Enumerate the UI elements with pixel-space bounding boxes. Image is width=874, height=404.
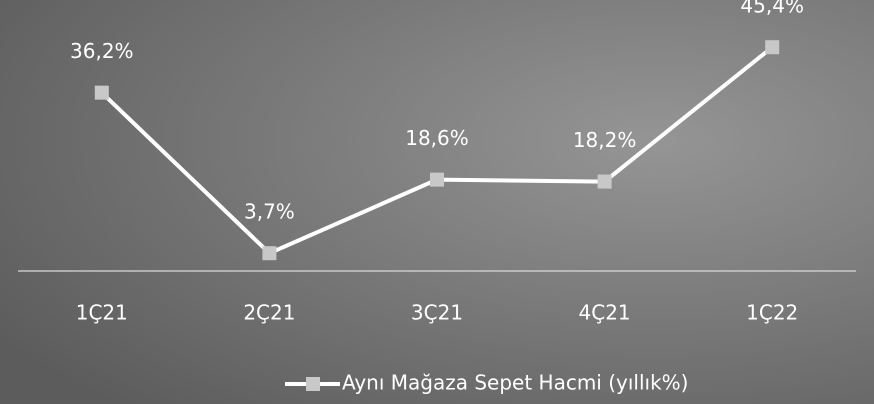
point-marker: [262, 246, 277, 261]
x-tick-label: 1Ç21: [76, 301, 128, 325]
data-label: 45,4%: [740, 0, 804, 18]
data-label: 18,2%: [573, 128, 637, 152]
data-label: 3,7%: [244, 200, 295, 224]
point-marker: [597, 174, 612, 189]
x-tick-label: 4Ç21: [579, 301, 631, 325]
legend-marker: [306, 377, 320, 391]
legend-label: Aynı Mağaza Sepet Hacmi (yıllık%): [342, 371, 688, 395]
data-label: 18,6%: [405, 126, 469, 150]
x-tick-label: 2Ç21: [243, 301, 295, 325]
x-tick-label: 3Ç21: [411, 301, 463, 325]
data-label: 36,2%: [70, 39, 134, 63]
point-marker: [94, 85, 109, 100]
x-tick-label: 1Ç22: [746, 301, 798, 325]
point-marker: [430, 172, 444, 187]
point-marker: [765, 40, 780, 55]
